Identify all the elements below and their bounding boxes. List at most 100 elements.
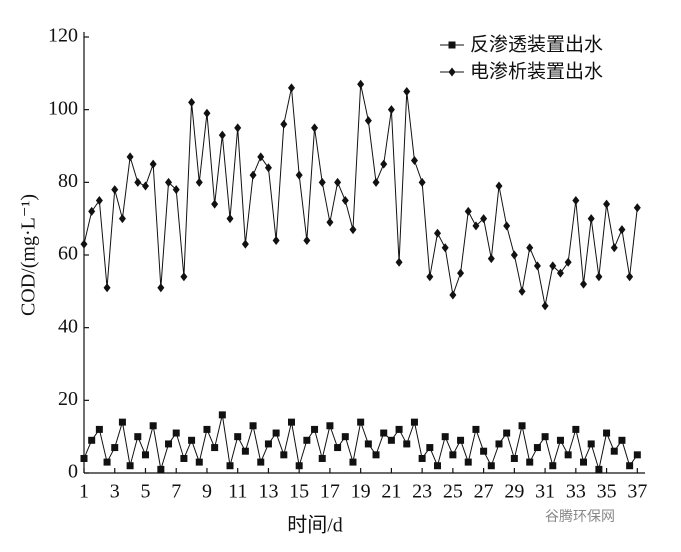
- data-point: [434, 228, 442, 238]
- y-tick-label: 60: [58, 243, 78, 265]
- data-point: [257, 152, 265, 162]
- data-point: [172, 185, 180, 195]
- data-point: [157, 465, 165, 473]
- data-point: [211, 199, 219, 209]
- data-point: [95, 196, 103, 205]
- data-point: [134, 177, 142, 187]
- data-point: [218, 130, 226, 140]
- data-point: [418, 454, 426, 462]
- data-point: [480, 214, 488, 224]
- data-point: [410, 418, 418, 426]
- data-point: [311, 123, 319, 133]
- y-tick-label: 100: [48, 97, 78, 119]
- x-tick-label: 27: [474, 481, 494, 503]
- data-point: [603, 199, 611, 209]
- data-point: [287, 83, 295, 93]
- y-tick-label: 0: [68, 461, 78, 483]
- y-tick-label: 120: [48, 25, 78, 47]
- data-point: [618, 436, 626, 444]
- data-point: [633, 203, 641, 213]
- data-point: [134, 433, 142, 441]
- data-point: [211, 444, 219, 452]
- legend-marker: [448, 67, 456, 77]
- data-point: [126, 152, 134, 162]
- data-point: [434, 462, 442, 470]
- data-point: [326, 422, 334, 430]
- data-point: [449, 451, 457, 459]
- data-point: [410, 156, 418, 166]
- data-point: [610, 243, 618, 253]
- x-tick-label: 3: [110, 481, 120, 503]
- data-point: [303, 436, 311, 444]
- data-point: [80, 454, 88, 462]
- data-point: [380, 159, 388, 169]
- data-point: [364, 440, 372, 448]
- data-point: [395, 257, 403, 267]
- data-point: [610, 447, 618, 455]
- data-point: [487, 254, 495, 264]
- legend-label: 反渗透装置出水: [470, 34, 603, 56]
- data-point: [395, 425, 403, 433]
- x-tick-label: 35: [597, 481, 617, 503]
- data-point: [195, 458, 203, 466]
- data-point: [464, 206, 472, 216]
- data-point: [518, 286, 526, 296]
- x-tick-label: 29: [504, 481, 524, 503]
- legend-marker: [448, 41, 456, 49]
- data-point: [572, 196, 580, 205]
- data-point: [626, 462, 634, 470]
- data-point: [626, 272, 634, 282]
- data-point: [549, 462, 557, 470]
- y-axis-label: COD/(mg·L⁻¹): [18, 194, 40, 316]
- data-point: [472, 425, 480, 433]
- data-point: [587, 214, 595, 224]
- data-point: [372, 451, 380, 459]
- data-point: [218, 411, 226, 419]
- data-point: [226, 462, 234, 470]
- data-point: [241, 239, 249, 249]
- data-point: [157, 283, 165, 293]
- data-point: [357, 79, 365, 89]
- data-point: [572, 425, 580, 433]
- data-point: [311, 425, 319, 433]
- data-point: [595, 465, 603, 473]
- data-point: [633, 451, 641, 459]
- data-point: [149, 422, 157, 430]
- data-point: [349, 458, 357, 466]
- x-axis-label: 时间/d: [287, 514, 343, 537]
- data-point: [526, 243, 534, 253]
- data-point: [234, 123, 242, 133]
- data-point: [334, 177, 342, 187]
- data-point: [495, 181, 503, 191]
- data-point: [88, 436, 96, 444]
- data-point: [549, 261, 557, 271]
- data-point: [241, 447, 249, 455]
- data-point: [457, 436, 465, 444]
- data-point: [280, 451, 288, 459]
- data-point: [88, 206, 96, 216]
- data-point: [287, 418, 295, 426]
- data-point: [334, 444, 342, 452]
- x-tick-label: 7: [171, 481, 181, 503]
- data-point: [364, 116, 372, 126]
- y-tick-label: 20: [58, 388, 78, 410]
- data-point: [188, 436, 196, 444]
- data-point: [118, 214, 126, 224]
- data-point: [126, 462, 134, 470]
- data-point: [165, 440, 173, 448]
- data-point: [510, 250, 518, 260]
- data-point: [257, 458, 265, 466]
- x-tick-label: 33: [566, 481, 586, 503]
- data-point: [564, 451, 572, 459]
- data-point: [441, 243, 449, 253]
- data-point: [272, 429, 280, 437]
- data-point: [556, 436, 564, 444]
- x-tick-label: 11: [228, 481, 247, 503]
- data-point: [441, 433, 449, 441]
- data-point: [464, 458, 472, 466]
- data-point: [495, 440, 503, 448]
- data-point: [180, 272, 188, 282]
- data-point: [480, 447, 488, 455]
- data-point: [510, 454, 518, 462]
- data-point: [295, 170, 303, 180]
